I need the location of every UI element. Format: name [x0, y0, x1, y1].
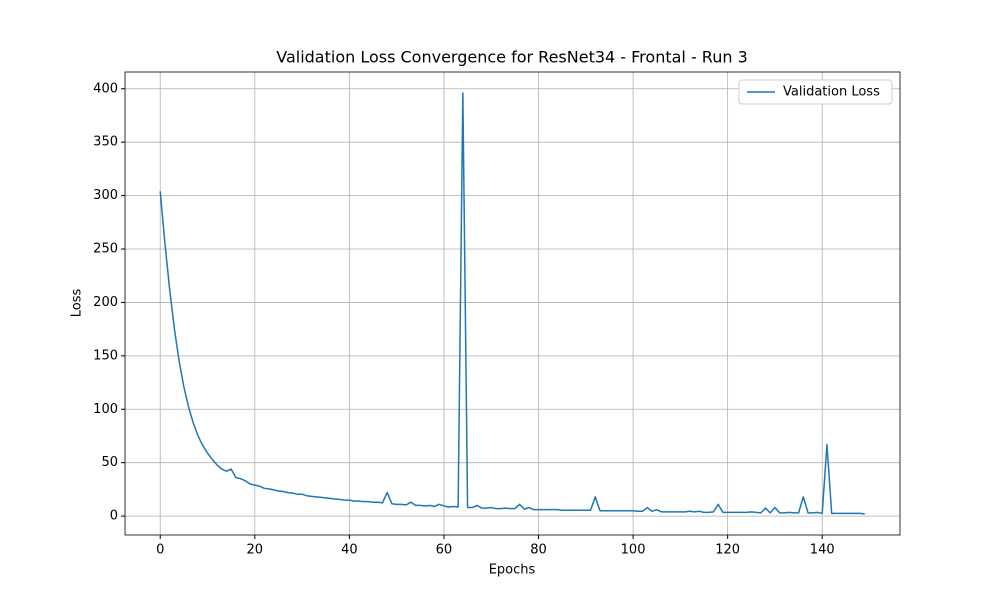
- y-tick-label: 200: [93, 295, 118, 310]
- legend-box: [738, 79, 893, 105]
- x-axis-label: Epochs: [489, 563, 536, 578]
- x-tick-label: 20: [247, 543, 264, 558]
- x-tick-label: 0: [156, 543, 164, 558]
- y-tick-label: 50: [101, 455, 118, 470]
- plot-frame: [124, 71, 901, 536]
- data-line: [159, 92, 865, 515]
- y-tick-label: 150: [93, 348, 118, 363]
- chart-title: Validation Loss Convergence for ResNet34…: [276, 48, 748, 67]
- x-tick-label: 60: [436, 543, 453, 558]
- x-tick-label: 140: [810, 543, 835, 558]
- x-tick-label: 80: [530, 543, 547, 558]
- x-tick-label: 100: [621, 543, 646, 558]
- y-tick-label: 400: [93, 81, 118, 96]
- y-tick-label: 300: [93, 188, 118, 203]
- y-axis-label: Loss: [70, 289, 85, 318]
- legend-label: Validation Loss: [783, 85, 880, 100]
- y-tick-label: 0: [110, 509, 118, 524]
- x-tick-label: 120: [715, 543, 740, 558]
- y-tick-label: 100: [93, 402, 118, 417]
- y-tick-label: 250: [93, 242, 118, 257]
- y-tick-label: 350: [93, 135, 118, 150]
- x-tick-label: 40: [341, 543, 358, 558]
